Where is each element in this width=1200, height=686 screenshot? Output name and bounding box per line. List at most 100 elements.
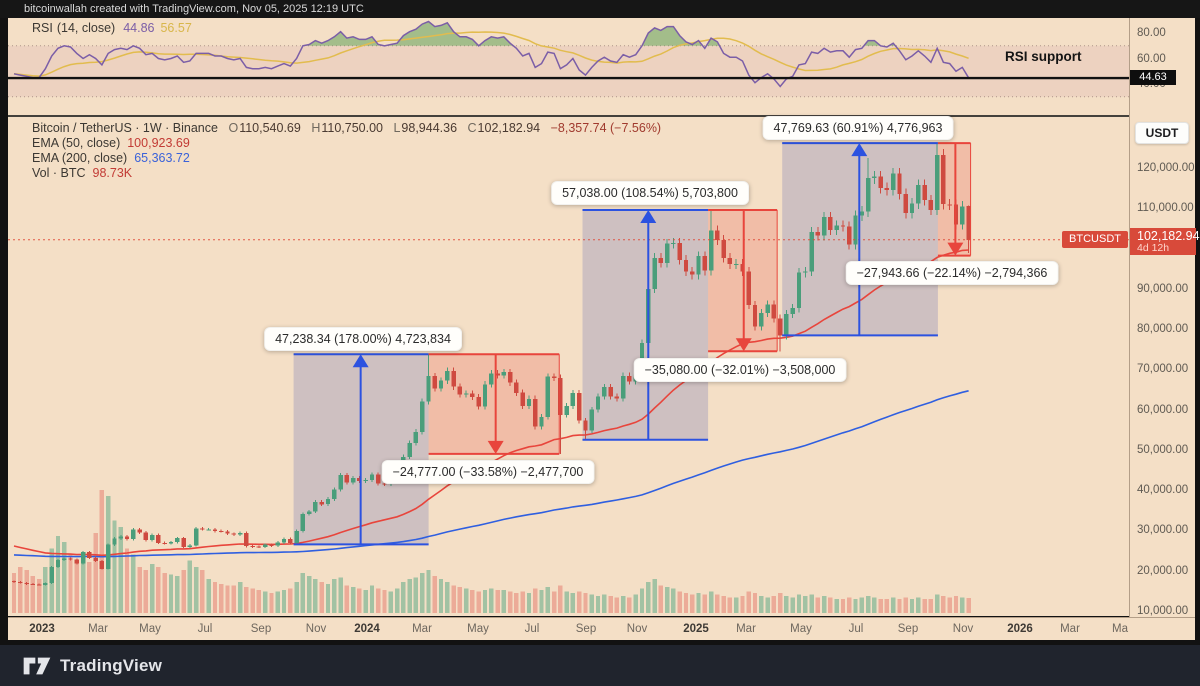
- time-tick-year: 2024: [354, 623, 380, 635]
- price-tick: 60,000.00: [1137, 403, 1189, 416]
- rsi-line: [13, 20, 970, 88]
- currency-toggle-button[interactable]: USDT: [1135, 122, 1189, 144]
- rsi-value: 44.86: [123, 21, 155, 35]
- main-chart-legend[interactable]: Bitcoin / TetherUS · 1W · Binance O110,5…: [32, 121, 661, 181]
- last-price-badge: 102,182.94 4d 12h: [1130, 228, 1200, 255]
- ema200-legend-row[interactable]: EMA (200, close) 65,363.72: [32, 151, 661, 166]
- arrow-down-icon: [947, 242, 964, 256]
- measure-box-down: [428, 353, 560, 455]
- rsi-ma-value: 56.57: [160, 21, 192, 35]
- close-value: 102,182.94: [477, 121, 541, 135]
- volume-value: 98.73K: [92, 166, 133, 180]
- pane-separator[interactable]: [8, 115, 1195, 117]
- time-tick-month: Nov: [626, 623, 648, 635]
- tradingview-brand-text[interactable]: TradingView: [60, 655, 163, 675]
- tradingview-logo-icon[interactable]: [22, 654, 52, 678]
- time-tick-month: Jul: [197, 623, 213, 635]
- measure-box-fill: [708, 210, 778, 352]
- time-tick-month: Mar: [88, 623, 108, 635]
- candlestick-series: [11, 143, 971, 586]
- rsi-overbought-fill: [303, 21, 896, 46]
- measure-box-down: [937, 142, 972, 257]
- measure-box-down: [708, 209, 778, 353]
- volume-legend-row[interactable]: Vol · BTC 98.73K: [32, 166, 661, 181]
- measure-box-up: [293, 353, 429, 546]
- time-tick-month: Sep: [897, 623, 919, 635]
- rsi-legend[interactable]: RSI (14, close) 44.86 56.57: [32, 21, 192, 35]
- rsi-plot[interactable]: [8, 18, 1129, 115]
- measure-box-up: [582, 209, 709, 441]
- close-label: C: [467, 121, 477, 135]
- time-tick-month: Mar: [1060, 623, 1080, 635]
- price-tick: 70,000.00: [1137, 363, 1189, 376]
- time-tick-month: Sep: [250, 623, 272, 635]
- time-axis[interactable]: 2023 Mar May Jul Sep Nov 2024 Mar May Jul Sep Nov 20…: [8, 617, 1195, 640]
- symbol-title[interactable]: Bitcoin / TetherUS · 1W · Binance: [32, 121, 218, 135]
- ema200-line: [13, 390, 969, 558]
- rsi-ma-line: [13, 31, 969, 77]
- time-tick-month: May: [467, 623, 489, 635]
- time-tick-year: 2025: [683, 623, 709, 635]
- ema50-legend-row[interactable]: EMA (50, close) 100,923.69: [32, 136, 661, 151]
- bar-countdown: 4d 12h: [1137, 242, 1170, 254]
- high-value: 110,750.00: [321, 121, 383, 135]
- low-value: 98,944.36: [401, 121, 458, 135]
- arrow-up-icon: [352, 354, 369, 368]
- time-tick-year: 2023: [29, 623, 55, 635]
- time-tick-month: Ma: [1112, 623, 1128, 635]
- rsi-band: [8, 45, 1129, 97]
- arrow-down-icon: [487, 440, 504, 454]
- arrow-up-icon: [640, 210, 657, 223]
- rsi-legend-params: (14, close): [56, 21, 116, 35]
- rsi-pane[interactable]: RSI (14, close) 44.86 56.57 RSI support: [8, 18, 1129, 115]
- price-tick: 90,000.00: [1137, 282, 1189, 295]
- price-tick: 40,000.00: [1137, 484, 1189, 497]
- price-tick: 30,000.00: [1137, 524, 1189, 537]
- measure-box-fill: [428, 354, 560, 454]
- ema50-value: 100,923.69: [127, 136, 190, 150]
- time-tick-month: Jul: [848, 623, 864, 635]
- symbol-price-label: BTCUSDT: [1062, 231, 1128, 248]
- price-tick: 20,000.00: [1137, 564, 1189, 577]
- price-tick: 80,000.00: [1137, 323, 1189, 336]
- time-tick-year: 2026: [1007, 623, 1033, 635]
- time-tick-month: Sep: [575, 623, 597, 635]
- open-label: O: [228, 121, 239, 135]
- rsi-tick: 60.00: [1137, 52, 1166, 65]
- low-label: L: [393, 121, 401, 135]
- measure-box-fill: [582, 210, 709, 440]
- watermark-bar: bitcoinwallah created with TradingView.c…: [0, 0, 1200, 18]
- last-price-value: 102,182.94: [1137, 229, 1200, 243]
- rsi-tick: 80.00: [1137, 27, 1166, 39]
- arrow-down-icon: [735, 338, 752, 352]
- time-tick-month: Jul: [524, 623, 540, 635]
- measurement-label[interactable]: −24,777.00 (−33.58%) −2,477,700: [381, 460, 595, 484]
- measurement-label[interactable]: −35,080.00 (−32.01%) −3,508,000: [633, 358, 847, 382]
- ema50-label[interactable]: EMA (50, close): [32, 136, 121, 150]
- price-tick: 50,000.00: [1137, 443, 1189, 456]
- price-tick: 110,000.00: [1137, 202, 1194, 215]
- time-tick-month: May: [139, 623, 161, 635]
- high-label: H: [311, 121, 321, 135]
- change-value: −8,357.74 (−7.56%): [550, 121, 662, 135]
- footer-bar: TradingView: [0, 645, 1200, 686]
- candlestick-plot[interactable]: [8, 117, 1129, 616]
- price-tick: 10,000.00: [1137, 605, 1189, 617]
- price-pane[interactable]: Bitcoin / TetherUS · 1W · Binance O110,5…: [8, 116, 1129, 616]
- measurement-label[interactable]: 57,038.00 (108.54%) 5,703,800: [551, 181, 749, 205]
- volume-label[interactable]: Vol · BTC: [32, 166, 86, 180]
- rsi-support-annotation[interactable]: RSI support: [1005, 49, 1082, 64]
- rsi-legend-title[interactable]: RSI: [32, 21, 53, 35]
- time-tick-month: May: [790, 623, 812, 635]
- time-tick-month: Mar: [412, 623, 432, 635]
- open-value: 110,540.69: [239, 121, 301, 135]
- price-tick: 120,000.00: [1137, 162, 1195, 175]
- symbol-legend-row[interactable]: Bitcoin / TetherUS · 1W · Binance O110,5…: [32, 121, 661, 136]
- ema200-label[interactable]: EMA (200, close): [32, 151, 128, 165]
- measurement-label[interactable]: −27,943.66 (−22.14%) −2,794,366: [845, 261, 1059, 285]
- measurement-label[interactable]: 47,238.34 (178.00%) 4,723,834: [264, 327, 462, 351]
- measurement-label[interactable]: 47,769.63 (60.91%) 4,776,963: [762, 116, 954, 140]
- ema200-value: 65,363.72: [134, 151, 190, 165]
